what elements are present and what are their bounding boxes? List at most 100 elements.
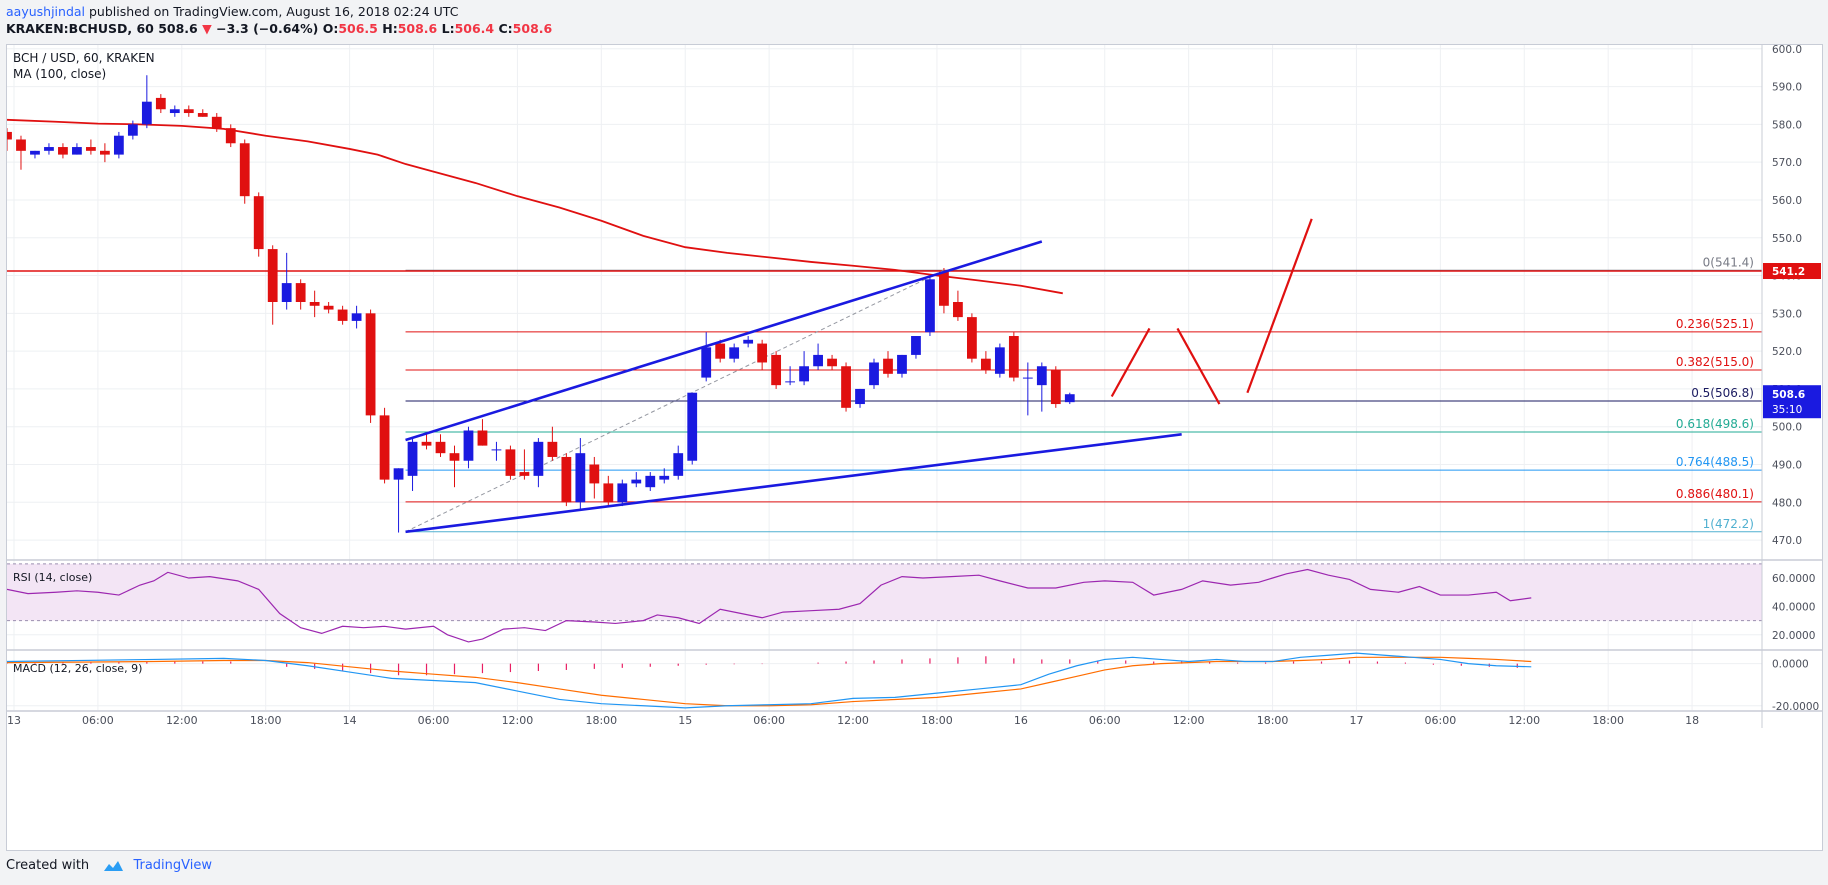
ma-100-line — [7, 118, 1063, 295]
chart-canvas[interactable]: 0(541.4) 0.236(525.1) 0.382(515.0) 0.5(506.… — [7, 45, 1822, 850]
candle-body — [407, 441, 418, 476]
change-down-icon: ▼ — [202, 21, 212, 36]
candle-body — [379, 415, 390, 480]
time-tick-label: 06:00 — [753, 714, 785, 727]
macd-indicator-label[interactable]: MACD (12, 26, close, 9) — [13, 662, 143, 675]
time-tick-label: 15 — [678, 714, 692, 727]
change-value: −3.3 (−0.64%) — [216, 21, 319, 36]
candle-body — [743, 339, 754, 344]
candle-body — [253, 196, 264, 250]
candle-body — [16, 139, 26, 151]
time-tick-label: 06:00 — [1089, 714, 1121, 727]
candle-body — [715, 343, 726, 359]
time-tick-label: 13 — [7, 714, 21, 727]
resistance-price-text: 541.2 — [1772, 266, 1805, 278]
candle-body — [617, 483, 628, 503]
candle-body — [631, 479, 642, 484]
candle-body — [421, 441, 432, 446]
candle-body — [771, 354, 782, 386]
candle-body — [351, 313, 362, 321]
price-tick-label: 490.0 — [1772, 460, 1802, 472]
fib-level-label: 0.236(525.1) — [1676, 317, 1754, 331]
price-tick-label: 470.0 — [1772, 535, 1802, 547]
candle-body — [239, 143, 250, 197]
high-label: H: — [382, 21, 398, 36]
price-tick-label: 560.0 — [1772, 195, 1802, 207]
time-tick-label: 06:00 — [82, 714, 114, 727]
candle-body — [86, 147, 96, 151]
open-value: 506.5 — [338, 21, 378, 36]
rsi-band — [7, 563, 1762, 621]
candle-body — [295, 283, 306, 302]
fib-level-label: 0.886(480.1) — [1676, 487, 1754, 501]
rsi-indicator-label[interactable]: RSI (14, close) — [13, 571, 93, 584]
candle-body — [30, 150, 40, 155]
price-tick-label: 550.0 — [1772, 233, 1802, 245]
last-price-text: 508.6 — [1772, 389, 1805, 401]
macd-line — [7, 652, 1532, 709]
fib-level-label: 0.618(498.6) — [1676, 417, 1754, 431]
countdown-text: 35:10 — [1772, 404, 1802, 416]
candle-body — [967, 317, 977, 359]
open-label: O: — [322, 21, 339, 36]
tradingview-link[interactable]: TradingView — [133, 858, 212, 873]
created-with-text: Created with — [6, 858, 90, 873]
author-link[interactable]: aayushjindal — [6, 4, 86, 19]
trendline — [405, 432, 1182, 534]
candle-body — [99, 150, 110, 155]
time-tick-label: 12:00 — [1173, 714, 1205, 727]
macd-tick-label: 0.0000 — [1772, 659, 1809, 671]
candle-body — [7, 131, 12, 140]
candle-body — [337, 309, 348, 321]
ma-indicator-label[interactable]: MA (100, close) — [13, 67, 107, 81]
footer: Created with TradingView — [6, 858, 212, 873]
time-tick-label: 12:00 — [502, 714, 534, 727]
published-text: published on TradingView.com, August 16,… — [89, 4, 459, 19]
time-tick-label: 16 — [1014, 714, 1028, 727]
resistance-price-tag — [1763, 263, 1821, 280]
time-tick-label: 18:00 — [1592, 714, 1624, 727]
candle-body — [645, 475, 656, 488]
candle-body — [72, 147, 82, 155]
candle-body — [799, 366, 809, 382]
time-tick-label: 12:00 — [837, 714, 869, 727]
fib-level-label: 0.382(515.0) — [1676, 355, 1754, 369]
publication-line: aayushjindal published on TradingView.co… — [6, 4, 458, 19]
candle-body — [477, 430, 488, 446]
candle-body — [939, 271, 949, 306]
time-tick-label: 18:00 — [585, 714, 617, 727]
macd-tick-label: -20.0000 — [1772, 701, 1819, 713]
candle-body — [841, 366, 851, 408]
high-value: 508.6 — [397, 21, 438, 36]
fib-level-label: 0(541.4) — [1703, 255, 1754, 269]
price-tick-label: 580.0 — [1772, 119, 1802, 131]
candle-body — [1008, 336, 1019, 378]
candle-body — [1036, 366, 1047, 386]
candle-body — [603, 483, 614, 503]
candle-body — [323, 305, 334, 310]
time-tick-label: 12:00 — [1508, 714, 1540, 727]
price-tick-label: 480.0 — [1772, 497, 1802, 509]
candle-body — [575, 453, 586, 503]
projection-path — [1246, 218, 1313, 394]
tradingview-cloud-icon — [104, 861, 124, 871]
chart-panel[interactable]: 0(541.4) 0.236(525.1) 0.382(515.0) 0.5(506.… — [6, 44, 1823, 851]
candle-body — [491, 449, 502, 451]
time-tick-label: 18 — [1685, 714, 1699, 727]
candle-body — [141, 101, 152, 125]
candle-body — [673, 453, 684, 476]
candle-body — [58, 147, 68, 155]
candle-body — [183, 109, 194, 114]
candle-body — [211, 116, 222, 129]
projection-path — [1110, 327, 1151, 398]
candle-body — [449, 453, 460, 461]
candle-body — [701, 347, 712, 378]
ohlc-line: KRAKEN:BCHUSD, 60 508.6 ▼ −3.3 (−0.64%) … — [6, 21, 552, 36]
candle-body — [883, 358, 893, 374]
last-price: 508.6 — [158, 21, 198, 36]
macd-signal-line — [7, 656, 1532, 707]
candle-body — [44, 147, 54, 151]
candle-body — [1050, 370, 1061, 405]
rsi-tick-label: 60.0000 — [1772, 573, 1815, 585]
symbol-label: KRAKEN:BCHUSD, 60 — [6, 21, 154, 36]
